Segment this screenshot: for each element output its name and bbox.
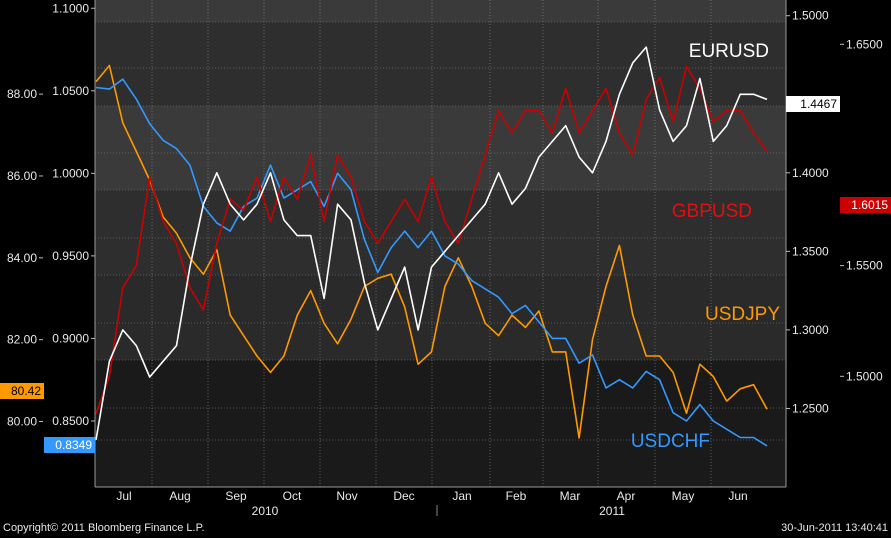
- band-2: [95, 106, 786, 190]
- band-1: [95, 22, 786, 106]
- tick-label-usdchf-4: 0.9000: [52, 331, 89, 345]
- series-line-eurusd: [95, 46, 768, 441]
- badge-usdchf: 0.8349: [44, 437, 95, 453]
- month-label-oct: Oct: [283, 489, 302, 503]
- band-0: [95, 0, 786, 22]
- last-value-badges: 80.42 0.8349 1.4467 1.6015: [0, 96, 891, 453]
- left-axes: 88.00 86.00 84.00 82.00 80.00 1.1000 1.0500 1.0…: [7, 0, 96, 487]
- month-label-aug: Aug: [169, 489, 190, 503]
- tick-label-usdchf-3: 0.9500: [52, 249, 89, 263]
- badge-value-eurusd: 1.4467: [800, 97, 837, 111]
- tick-label-eurusd-1: 1.4000: [792, 166, 829, 180]
- tick-label-gbpusd-2: 1.5000: [846, 369, 883, 383]
- badge-value-gbpusd: 1.6015: [851, 198, 888, 212]
- legend-gbpusd: GBPUSD: [672, 201, 752, 222]
- footer-bar: [0, 518, 891, 538]
- badge-value-usdchf: 0.8349: [55, 438, 92, 452]
- month-label-sep: Sep: [225, 489, 247, 503]
- tick-label-gbpusd-0: 1.6500: [846, 37, 883, 51]
- background-bands: [95, 0, 786, 487]
- tick-label-usdchf-5: 0.8500: [52, 414, 89, 428]
- legend-labels: EURUSD GBPUSD USDJPY USDCHF: [631, 41, 780, 452]
- tick-label-usdjpy-4: 80.00: [7, 415, 37, 429]
- tick-label-gbpusd-1: 1.5500: [846, 259, 883, 273]
- copyright-text: Copyright© 2011 Bloomberg Finance L.P.: [3, 522, 205, 534]
- series-line-usdjpy: [95, 64, 768, 439]
- series-lines: [95, 46, 768, 447]
- month-label-nov: Nov: [336, 489, 357, 503]
- tick-label-usdjpy-0: 88.00: [7, 87, 37, 101]
- badge-eurusd: 1.4467: [786, 96, 840, 112]
- month-label-feb: Feb: [506, 489, 527, 503]
- year-label-2011: 2011: [599, 504, 625, 518]
- badge-bg-gbpusd: [840, 197, 891, 213]
- month-label-may: May: [672, 489, 695, 503]
- legend-usdchf: USDCHF: [631, 431, 710, 452]
- tick-label-eurusd-2: 1.3500: [792, 244, 829, 258]
- legend-usdjpy: USDJPY: [705, 304, 780, 325]
- series-line-usdchf: [95, 78, 768, 447]
- month-label-jan: Jan: [452, 489, 471, 503]
- tick-label-usdchf-2: 1.0000: [52, 166, 89, 180]
- tick-label-eurusd-0: 1.5000: [792, 9, 829, 23]
- tick-label-usdjpy-2: 84.00: [7, 251, 37, 265]
- month-label-jul: Jul: [116, 489, 131, 503]
- badge-bg-usdjpy: [0, 383, 44, 399]
- band-5: [95, 360, 786, 487]
- tick-label-usdchf-1: 1.0500: [52, 84, 89, 98]
- tick-label-usdjpy-3: 82.00: [7, 333, 37, 347]
- timestamp-text: 30-Jun-2011 13:40:41: [781, 522, 888, 534]
- band-4: [95, 275, 786, 360]
- badge-bg-usdchf: [44, 437, 95, 453]
- month-label-jun: Jun: [728, 489, 747, 503]
- badge-gbpusd: 1.6015: [840, 197, 891, 213]
- badge-usdjpy: 80.42: [0, 383, 44, 399]
- tick-label-eurusd-3: 1.3000: [792, 323, 829, 337]
- badge-value-usdjpy: 80.42: [11, 384, 41, 398]
- legend-eurusd: EURUSD: [689, 41, 769, 62]
- month-label-dec: Dec: [393, 489, 414, 503]
- month-label-apr: Apr: [617, 489, 636, 503]
- year-label-2010: 2010: [252, 504, 279, 518]
- badge-bg-eurusd: [786, 96, 840, 112]
- tick-label-usdchf-0: 1.1000: [52, 1, 89, 15]
- right-axes: 1.5000 1.4000 1.3500 1.3000 1.2500 1.6500 1.55…: [785, 0, 883, 487]
- time-axis: Jul Aug Sep Oct Nov Dec Jan Feb Mar Apr May Jun 2010…: [95, 486, 786, 518]
- tick-label-usdjpy-1: 86.00: [7, 169, 37, 183]
- month-label-mar: Mar: [560, 489, 581, 503]
- grid-lines: [95, 0, 786, 487]
- tick-label-eurusd-4: 1.2500: [792, 401, 829, 415]
- series-line-gbpusd: [95, 65, 768, 415]
